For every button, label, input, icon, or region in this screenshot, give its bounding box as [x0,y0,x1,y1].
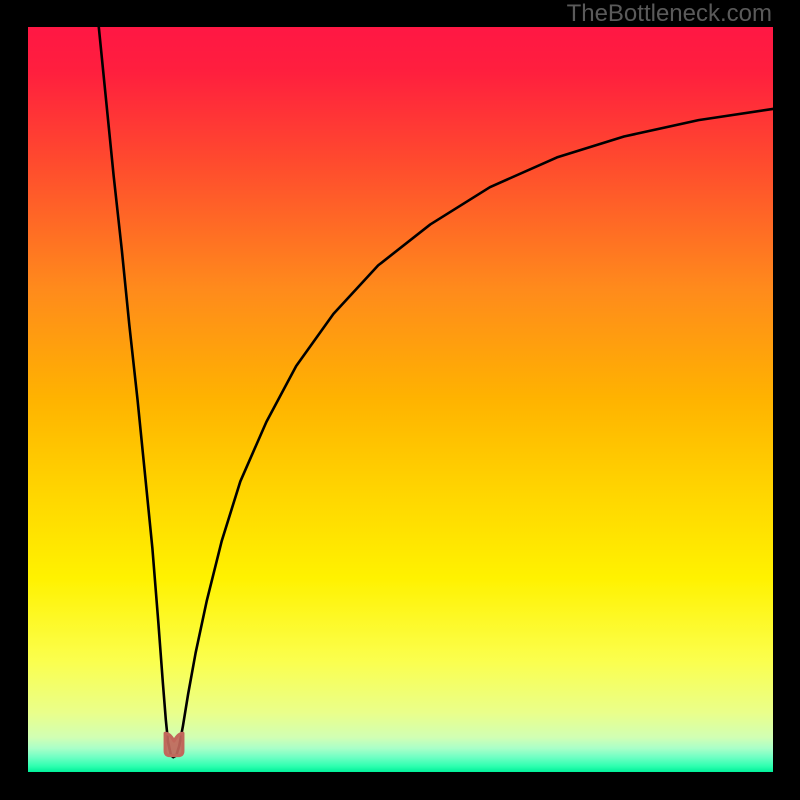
watermark-text: TheBottleneck.com [567,0,772,28]
optimum-marker [165,733,183,755]
bottleneck-curve-right-branch [173,109,773,757]
bottleneck-curve-left-branch [99,27,174,757]
curve-layer [0,0,800,800]
